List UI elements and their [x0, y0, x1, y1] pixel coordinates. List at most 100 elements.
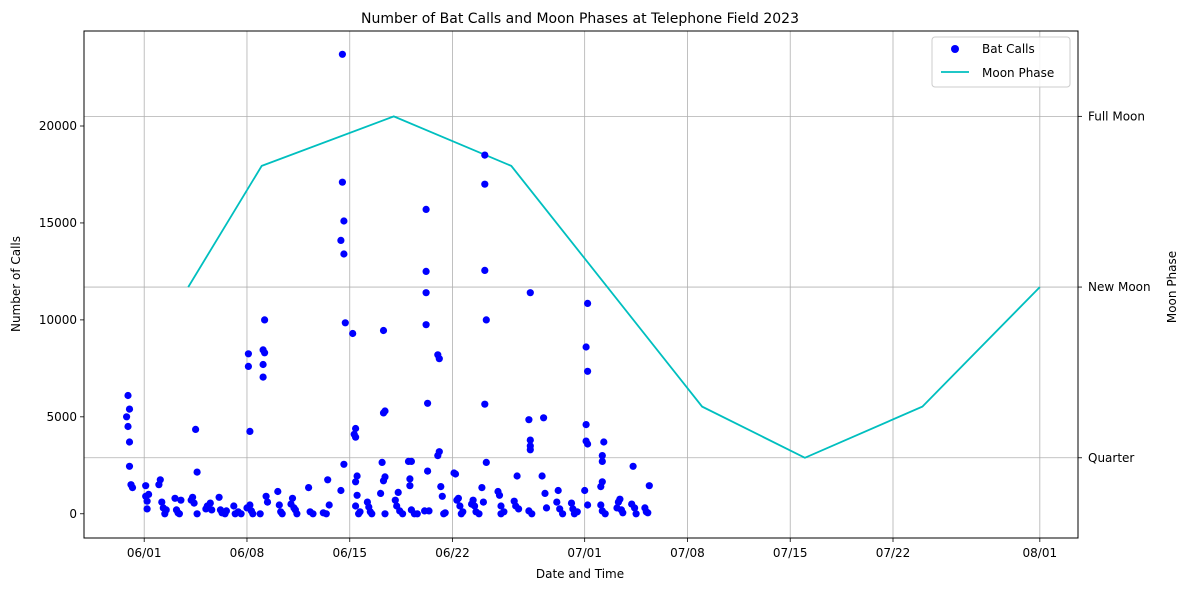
bat-call-point: [424, 467, 432, 475]
bat-call-point: [249, 510, 257, 518]
bat-call-point: [406, 482, 414, 490]
bat-call-point: [435, 355, 443, 363]
bat-call-point: [469, 496, 477, 504]
bat-call-point: [413, 510, 421, 518]
bat-call-point: [259, 373, 267, 381]
bat-call-point: [616, 495, 624, 503]
bat-call-point: [478, 484, 486, 492]
bat-call-point: [379, 477, 388, 485]
bat-call-point: [631, 504, 639, 512]
bat-call-point: [441, 509, 449, 517]
bat-call-point: [619, 509, 627, 517]
bat-call-point: [399, 510, 407, 518]
bat-call-point: [378, 458, 386, 466]
bat-call-point: [497, 502, 505, 510]
bat-call-point: [422, 321, 430, 329]
bat-call-point: [189, 493, 197, 501]
bat-call-point: [177, 496, 185, 504]
legend-moon-phase-label: Moon Phase: [982, 66, 1054, 80]
bat-call-point: [125, 462, 134, 470]
x-tick-label: 06/22: [435, 546, 470, 560]
bat-call-point: [353, 472, 361, 480]
bat-call-point: [278, 510, 286, 518]
bat-call-point: [259, 360, 267, 369]
bat-call-point: [206, 499, 214, 507]
bat-call-point: [338, 50, 346, 58]
bat-call-point: [246, 501, 254, 509]
bat-call-point: [437, 483, 445, 491]
x-axis: 06/01 06/08 06/15 06/22 07/01 07/08 07/15 07/22…: [127, 538, 1057, 560]
bat-call-point: [193, 468, 201, 476]
x-tick-label: 07/22: [876, 546, 911, 560]
bat-call-point: [263, 498, 272, 506]
bat-call-point: [394, 488, 402, 496]
bat-call-point: [309, 510, 317, 518]
bat-call-point: [525, 416, 533, 424]
bat-call-point: [542, 504, 551, 512]
x-axis-label: Date and Time: [536, 567, 624, 581]
bat-call-point: [584, 440, 592, 448]
bat-call-point: [434, 452, 442, 460]
bat-call-point: [222, 507, 230, 515]
x-tick-label: 06/15: [332, 546, 367, 560]
bat-call-point: [293, 510, 301, 518]
plot-frame: [83, 30, 1079, 539]
bat-call-point: [495, 491, 504, 499]
bat-call-point: [481, 180, 489, 188]
y2-axis: Full Moon New Moon Quarter: [1078, 109, 1151, 465]
bat-call-point: [438, 492, 446, 500]
bat-call-point: [244, 362, 252, 370]
x-tick-label: 08/01: [1023, 546, 1058, 560]
bat-call-point: [352, 478, 360, 486]
bat-call-point: [515, 505, 523, 513]
y-axis: 0 5000 10000 15000 20000: [39, 119, 84, 521]
bat-call-point: [481, 151, 489, 159]
bat-call-point: [341, 319, 349, 327]
bat-call-point: [597, 501, 605, 509]
bat-call-point: [325, 501, 333, 509]
legend: Bat Calls Moon Phase: [931, 36, 1071, 88]
bat-call-point: [124, 422, 132, 431]
bat-call-point: [352, 502, 360, 510]
bat-call-point: [379, 326, 388, 335]
y2-tick-label: New Moon: [1088, 280, 1151, 294]
bat-call-point: [644, 509, 652, 517]
bat-call-point: [305, 484, 313, 492]
bat-call-point: [143, 497, 151, 505]
bat-call-point: [156, 476, 164, 484]
bat-call-point: [459, 508, 467, 516]
y-tick-label: 5000: [46, 410, 77, 424]
bat-call-point: [377, 489, 385, 497]
bat-call-point: [193, 510, 201, 518]
bat-call-point: [482, 458, 490, 466]
bat-call-point: [451, 470, 460, 478]
y2-axis-label: Moon Phase: [1165, 251, 1179, 323]
bat-call-point: [481, 266, 489, 274]
y-tick-label: 10000: [39, 313, 77, 327]
x-tick-label: 06/01: [127, 546, 162, 560]
bat-call-point: [425, 507, 433, 515]
grid: [84, 31, 1078, 538]
bat-call-point: [528, 510, 536, 518]
bat-call-point: [584, 501, 592, 509]
bat-call-point: [368, 510, 376, 518]
bat-call-point: [125, 438, 134, 446]
bat-call-point: [340, 250, 348, 258]
bat-call-point: [598, 457, 606, 465]
bat-call-point: [274, 487, 282, 496]
bat-call-point: [422, 267, 430, 275]
bat-call-point: [124, 391, 132, 400]
bat-call-point: [600, 438, 608, 446]
bat-call-point: [337, 236, 345, 244]
bat-call-point: [526, 446, 534, 454]
legend-bat-calls-label: Bat Calls: [982, 42, 1035, 56]
bat-call-point: [391, 496, 399, 504]
bat-call-point: [422, 289, 430, 297]
bat-call-point: [256, 510, 264, 518]
bat-call-point: [237, 510, 245, 518]
bat-call-point: [584, 299, 592, 307]
y2-tick-label: Quarter: [1088, 451, 1134, 465]
bat-call-point: [553, 498, 561, 506]
bat-call-point: [261, 349, 269, 357]
